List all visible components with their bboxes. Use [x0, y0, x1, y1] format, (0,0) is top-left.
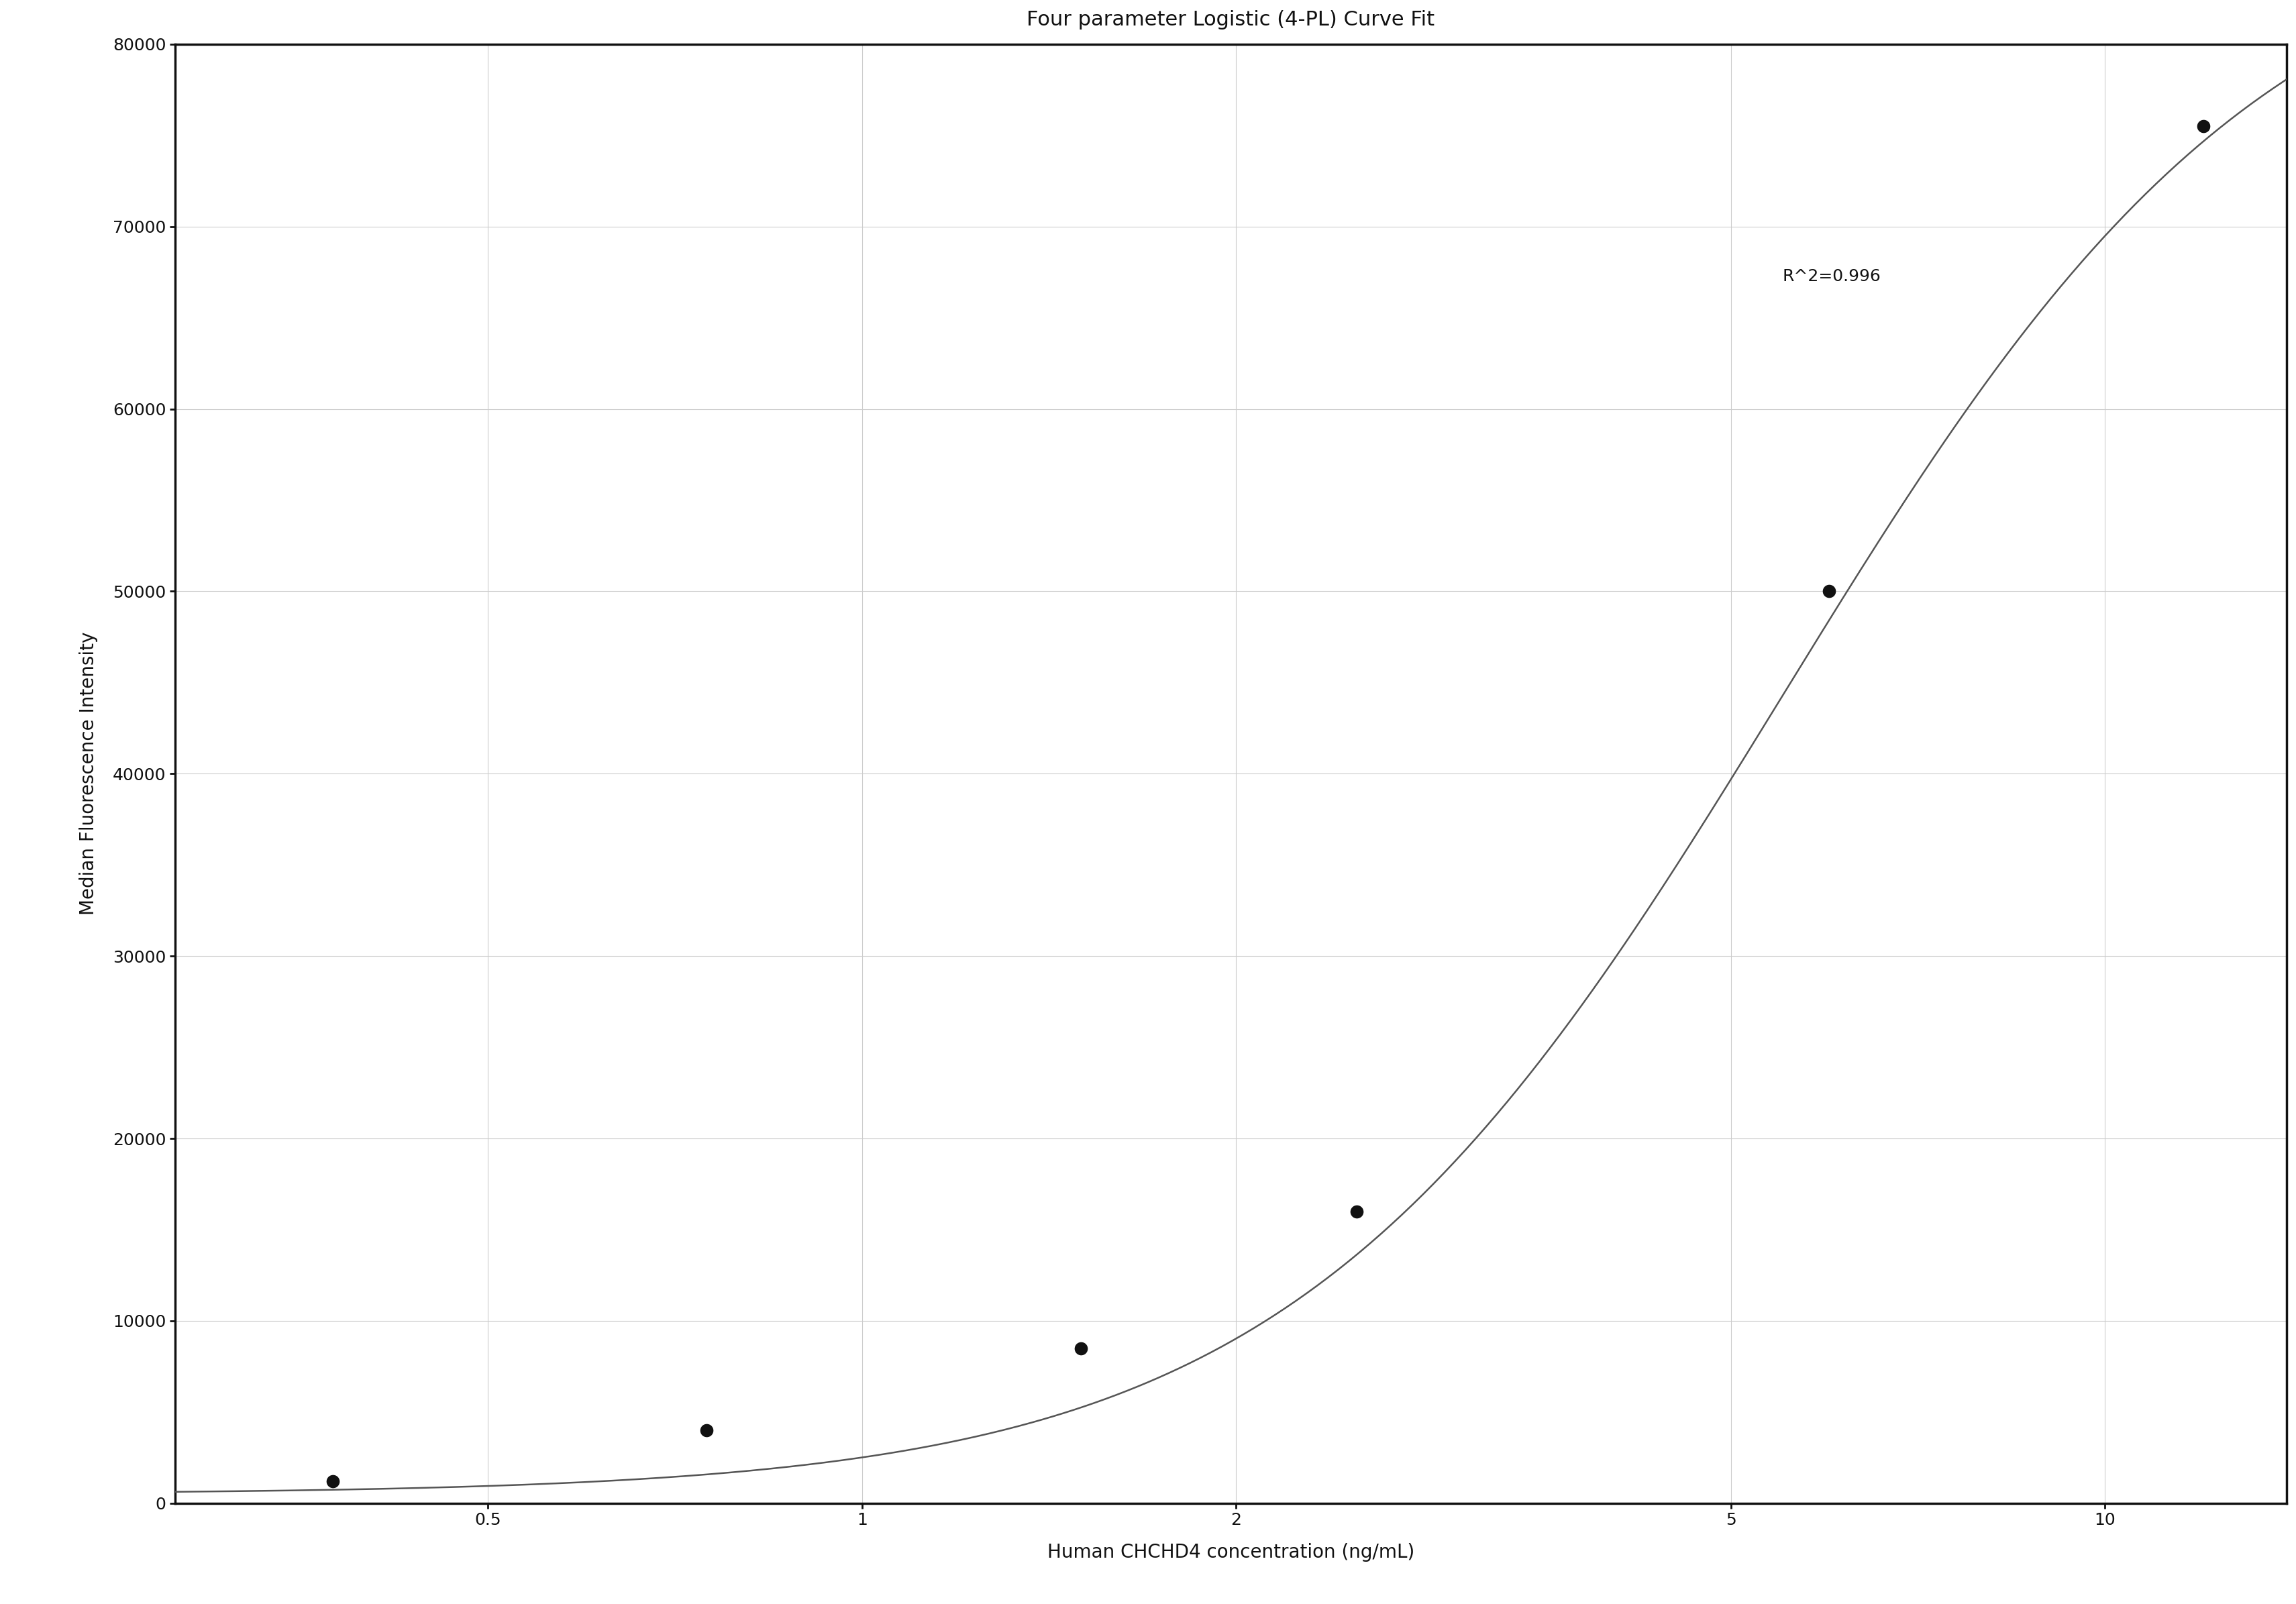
Point [689, 1418, 726, 1444]
Point [315, 1469, 351, 1495]
Title: Four parameter Logistic (4-PL) Curve Fit: Four parameter Logistic (4-PL) Curve Fit [1026, 10, 1435, 29]
Point [1809, 579, 1846, 605]
X-axis label: Human CHCHD4 concentration (ng/mL): Human CHCHD4 concentration (ng/mL) [1047, 1543, 1414, 1562]
Point [2183, 114, 2220, 140]
Point [1339, 1198, 1375, 1224]
Y-axis label: Median Fluorescence Intensity: Median Fluorescence Intensity [78, 632, 99, 916]
Text: R^2=0.996: R^2=0.996 [1782, 268, 1880, 284]
Point [1063, 1336, 1100, 1362]
